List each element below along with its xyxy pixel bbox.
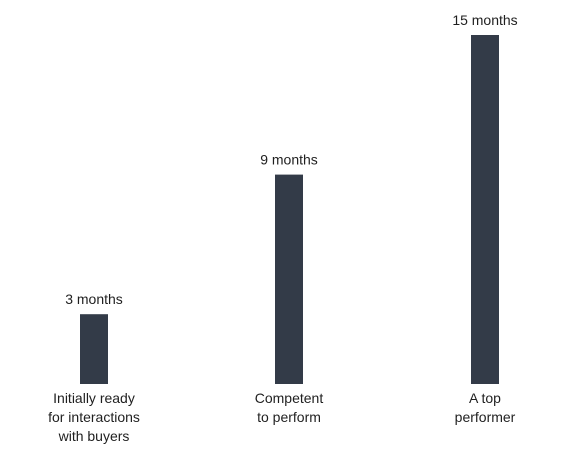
bar-1 <box>80 314 108 384</box>
bar-3 <box>471 35 499 384</box>
category-label-3-line-1: A top <box>469 390 501 406</box>
category-label-1: Initially ready for interactions with buye… <box>48 390 140 444</box>
category-label-2: Competent to perform <box>255 390 324 425</box>
category-label-1-line-2: for interactions <box>48 409 140 425</box>
category-labels-group: Initially ready for interactions with buye… <box>48 390 516 444</box>
bars-group <box>80 35 499 384</box>
category-label-2-line-1: Competent <box>255 390 324 406</box>
category-label-3-line-2: performer <box>455 409 516 425</box>
data-label-2: 9 months <box>260 152 318 168</box>
data-labels-group: 3 months 9 months 15 months <box>65 12 517 307</box>
bar-2 <box>275 174 303 384</box>
data-label-3: 15 months <box>452 12 517 28</box>
data-label-1: 3 months <box>65 291 123 307</box>
category-label-1-line-3: with buyers <box>58 428 130 444</box>
category-label-3: A top performer <box>455 390 516 425</box>
category-label-1-line-1: Initially ready <box>53 390 135 406</box>
category-label-2-line-2: to perform <box>257 409 321 425</box>
